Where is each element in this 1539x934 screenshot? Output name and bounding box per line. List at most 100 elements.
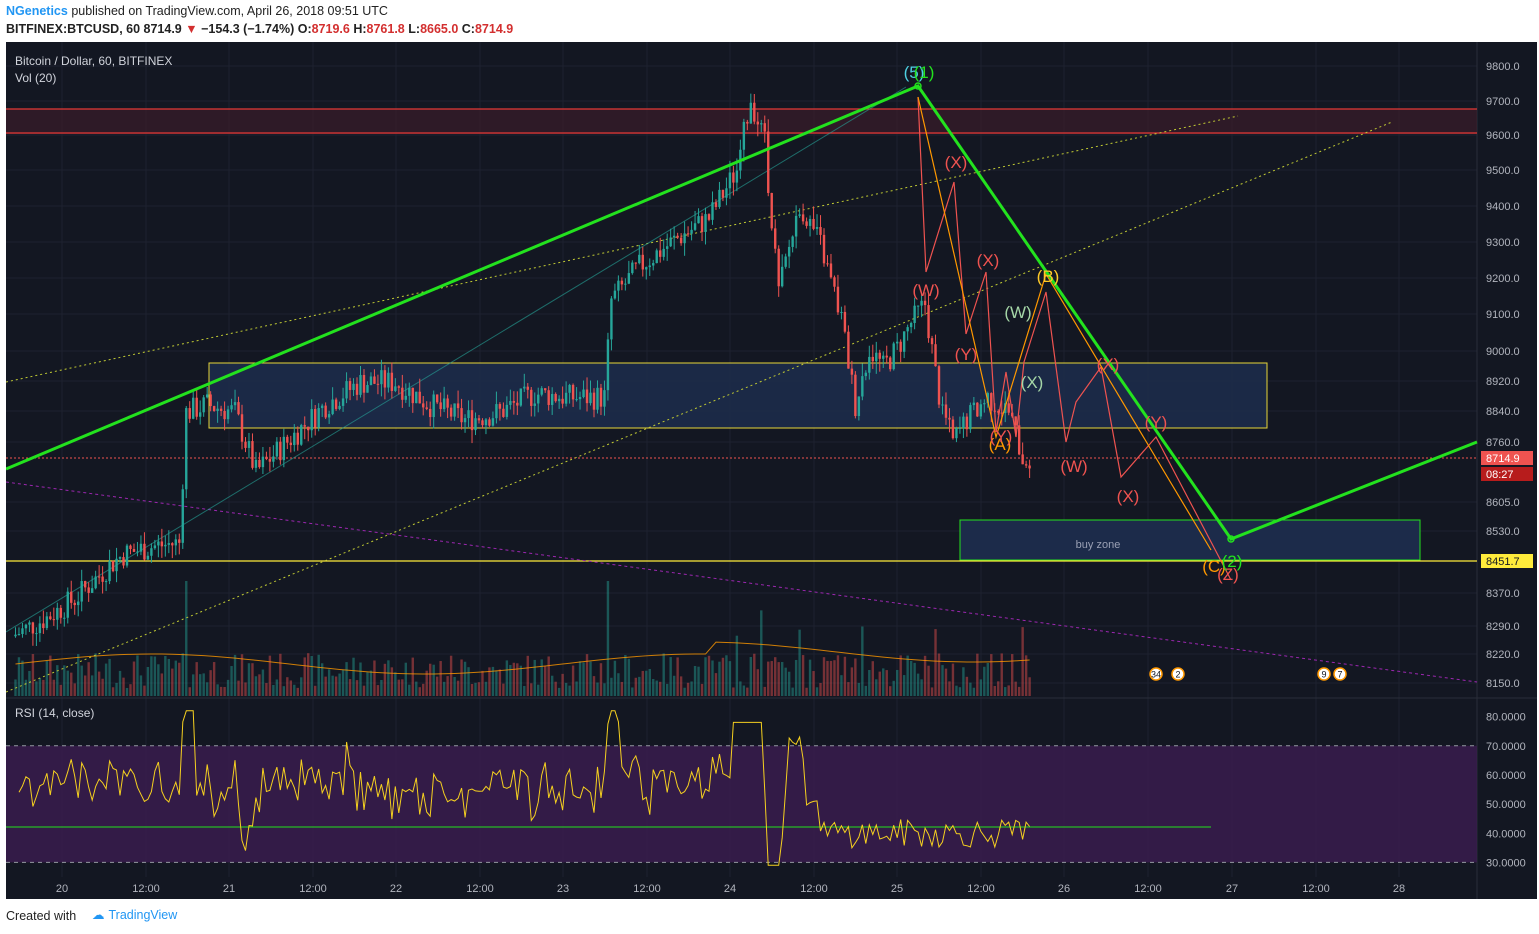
candle-body bbox=[592, 392, 596, 410]
volume-bar bbox=[59, 684, 62, 696]
volume-bar bbox=[840, 675, 843, 696]
candle-body bbox=[798, 214, 801, 216]
volume-bar bbox=[474, 682, 477, 696]
candle-body bbox=[742, 121, 746, 150]
volume-bar bbox=[453, 676, 456, 696]
rsi-tick-label: 40.0000 bbox=[1486, 828, 1526, 840]
candle-body bbox=[331, 399, 334, 415]
volume-bar bbox=[313, 685, 317, 696]
volume-bar bbox=[282, 686, 286, 696]
candle-body bbox=[826, 263, 829, 265]
volume-bar bbox=[537, 684, 540, 696]
candle-body bbox=[808, 218, 812, 226]
volume-bar bbox=[564, 682, 568, 696]
volume-bar bbox=[592, 676, 596, 696]
volume-bar bbox=[763, 686, 766, 696]
volume-bar bbox=[889, 686, 892, 696]
volume-bar bbox=[875, 679, 878, 696]
candle-body bbox=[990, 393, 993, 411]
candle-body bbox=[355, 383, 359, 395]
zones: buy zone bbox=[6, 108, 1477, 562]
candle-body bbox=[429, 408, 432, 418]
volume-bar bbox=[258, 674, 261, 696]
candle-body bbox=[226, 409, 230, 420]
price-tick-label: 8605.0 bbox=[1486, 497, 1520, 509]
volume-bar bbox=[791, 687, 794, 696]
candle-body bbox=[777, 248, 780, 287]
volume-bar bbox=[627, 658, 631, 696]
purple-trend-line bbox=[6, 481, 1478, 683]
candle-body bbox=[662, 248, 665, 257]
candle-body bbox=[463, 418, 467, 423]
volume-bar bbox=[373, 660, 376, 696]
volume-bar bbox=[185, 581, 188, 696]
volume-bar bbox=[742, 685, 746, 696]
candle-body bbox=[878, 352, 881, 359]
candle-body bbox=[380, 370, 383, 385]
volume-bar bbox=[188, 687, 191, 696]
candle-body bbox=[683, 233, 686, 244]
candle-body bbox=[638, 254, 641, 264]
price-tick-label: 8290.0 bbox=[1486, 621, 1520, 633]
volume-bar bbox=[17, 657, 21, 696]
volume-bar bbox=[979, 679, 983, 696]
volume-bar bbox=[21, 660, 24, 696]
time-tick-label: 12:00 bbox=[633, 883, 661, 895]
volume-bar bbox=[760, 610, 763, 696]
volume-bar bbox=[408, 684, 411, 696]
candle-body bbox=[488, 419, 491, 426]
candle-body bbox=[467, 410, 470, 419]
time-tick-label: 27 bbox=[1226, 883, 1238, 895]
candle-body bbox=[83, 581, 87, 588]
author-link[interactable]: NGenetics bbox=[6, 4, 68, 18]
chart-canvas[interactable]: buy zone (5)(1)(X)(W)(X)(Y)(W)(X)(A)(Y)(… bbox=[6, 42, 1537, 899]
candle-body bbox=[94, 576, 97, 589]
volume-bar bbox=[871, 661, 874, 696]
tradingview-link[interactable]: ☁ TradingView bbox=[88, 907, 177, 922]
volume-bar bbox=[467, 667, 470, 696]
volume-bar bbox=[1024, 655, 1028, 696]
volume-bar bbox=[359, 662, 362, 696]
volume-bar bbox=[477, 682, 481, 696]
countdown-badge bbox=[1481, 467, 1533, 481]
volume-bar bbox=[216, 684, 219, 696]
time-tick-label: 24 bbox=[724, 883, 736, 895]
countdown-label: 08:27 bbox=[1486, 469, 1514, 481]
volume-bar bbox=[303, 657, 306, 696]
candle-body bbox=[519, 388, 523, 406]
volume-bar bbox=[589, 661, 592, 696]
volume-bar bbox=[362, 685, 366, 696]
volume-bar bbox=[418, 687, 421, 696]
volume-bar bbox=[101, 678, 104, 696]
candle-body bbox=[383, 370, 387, 388]
candle-body bbox=[875, 352, 878, 362]
volume-bar bbox=[324, 676, 327, 696]
candle-body bbox=[132, 548, 136, 552]
volume-bar bbox=[401, 679, 404, 696]
volume-bar bbox=[704, 657, 707, 696]
open-value: 8719.6 bbox=[311, 22, 350, 36]
candle-body bbox=[909, 322, 913, 328]
volume-bar bbox=[484, 681, 488, 696]
wave-label: (X) bbox=[977, 251, 1000, 270]
candle-body bbox=[286, 436, 289, 443]
ohlc-line: BITFINEX:BTCUSD, 60 8714.9 ▼ −154.3 (−1.… bbox=[6, 22, 513, 36]
candle-body bbox=[665, 246, 669, 249]
support-label: 8451.7 bbox=[1486, 556, 1520, 568]
volume-bar bbox=[366, 672, 369, 696]
volume-bar bbox=[714, 673, 718, 696]
volume-bar bbox=[355, 680, 359, 696]
candle-body bbox=[557, 398, 561, 402]
published-text: published on TradingView.com, April 26, … bbox=[71, 4, 388, 18]
chart-area[interactable]: buy zone (5) (1) (X) (W) (X) (Y) (W) (X) (A) (Y)(… bbox=[6, 42, 1537, 899]
candle-body bbox=[282, 436, 286, 461]
volume-bar bbox=[345, 662, 348, 696]
wave-label: (1) bbox=[914, 63, 935, 82]
volume-bar bbox=[634, 677, 638, 696]
volume-bar bbox=[787, 671, 791, 696]
candle-body bbox=[129, 545, 132, 549]
volume-bar bbox=[143, 685, 146, 696]
candle-body bbox=[815, 227, 819, 229]
candle-body bbox=[418, 391, 421, 404]
high-value: 8761.8 bbox=[366, 22, 405, 36]
